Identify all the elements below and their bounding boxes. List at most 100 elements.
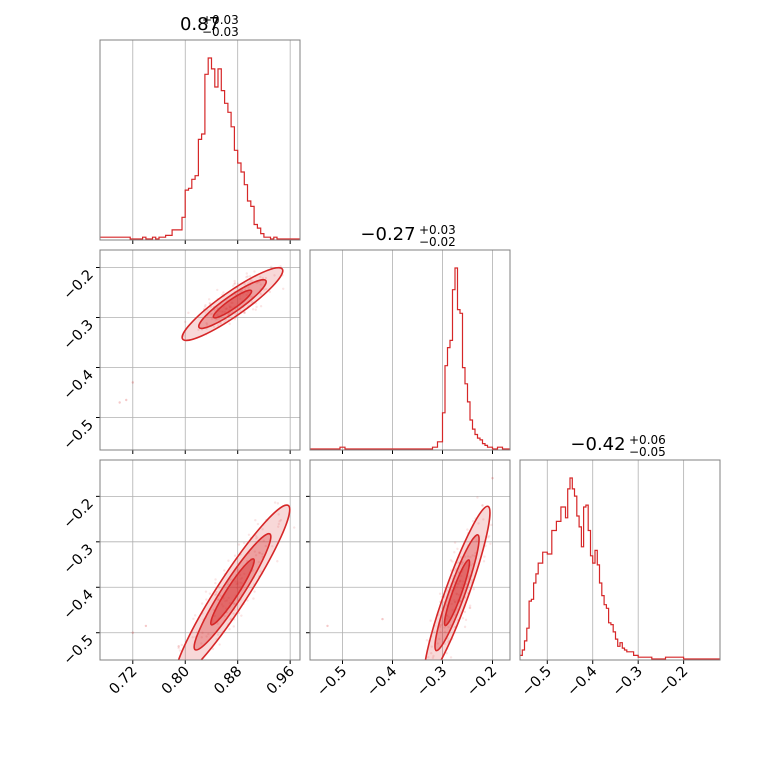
title-0-plus: +0.03 [202,13,239,27]
sample-point [233,602,236,606]
sample-point [216,598,219,601]
sample-point [264,287,268,291]
panel-frame [309,459,511,661]
sample-point [231,284,235,288]
sample-point [228,601,232,605]
x-tick-label: −0.5 [519,664,555,700]
sample-point [161,678,163,680]
sample-point [180,643,184,647]
sample-point [259,283,262,286]
contour-level [181,266,284,342]
sample-point [213,593,217,597]
sample-point [279,518,283,522]
sample-point [216,622,219,625]
sample-point [224,307,227,311]
sample-point [207,632,210,636]
panel-frame [99,39,301,241]
sample-point [228,627,231,631]
sample-point [461,580,465,583]
contour-level [423,505,491,660]
sample-point [243,288,247,291]
sample-point [248,275,252,278]
sample-point [253,270,256,273]
panel-title-0: 0.87 [180,14,220,35]
sample-point [216,317,219,321]
x-tick-label: −0.5 [314,664,350,700]
sample-point [449,656,453,659]
sample-point [229,578,232,581]
sample-point [449,559,453,562]
sample-point [201,631,204,635]
y-tick-label: −0.3 [61,317,97,353]
sample-point [232,612,235,615]
sample-point [454,569,457,572]
sample-point [226,583,230,586]
sample-point [212,325,216,329]
sample-point [276,525,280,528]
sample-point [253,590,256,593]
sample-point [425,639,429,642]
sample-point [203,305,207,308]
sample-point [209,313,213,316]
sample-point [453,541,457,544]
sample-point [482,518,485,521]
sample-point [210,317,214,320]
panels-layer: −0.5 −0.4 −0.3 −0.2−0.5−0.4−0.3−0.20.72 0.80… [61,39,721,700]
sample-point [205,598,208,601]
sample-point [475,539,478,542]
y-tick-label: −0.2 [61,496,97,532]
y-tick-label: −0.4 [61,587,97,623]
sample-point [271,544,274,548]
sample-point [268,290,272,294]
sample-point [446,614,449,617]
sample-point [215,590,218,594]
contour-level [443,559,471,627]
sample-point [223,569,226,572]
sample-point [243,311,246,314]
sample-point [258,551,262,555]
contour-level [174,504,291,660]
sample-point [228,322,231,326]
sample-point [282,287,285,290]
sample-point [250,300,254,304]
density-layer [131,501,296,692]
sample-point [259,275,262,279]
sample-point [256,536,259,539]
sample-point [185,690,187,692]
sample-point [466,528,469,531]
sample-point [255,281,258,285]
sample-point [213,614,217,618]
sample-point [227,312,231,316]
sample-point [439,625,442,629]
sample-point [445,652,448,655]
sample-point [429,619,432,622]
sample-point [483,555,486,558]
sample-point [253,550,257,553]
sample-point [447,625,450,629]
sample-point [439,630,442,634]
sample-point [237,543,241,546]
sample-point [234,308,237,311]
sample-point [461,583,464,586]
sample-point [227,559,230,562]
sample-point [223,614,226,618]
sample-point [240,576,244,580]
sample-point [227,596,230,600]
sample-point [438,592,442,595]
sample-point [459,579,462,583]
contour-level [434,533,480,652]
sample-point [471,519,475,523]
sample-point [205,635,208,638]
sample-point [439,624,442,627]
sample-point [487,536,490,539]
sample-point [456,582,459,586]
sample-point [474,551,477,555]
sample-point [191,636,194,639]
sample-point [213,309,216,312]
sample-point [222,605,225,608]
sample-point [222,291,225,294]
sample-point [259,304,263,308]
x-tick-label: 0.72 [106,664,140,698]
sample-point [467,575,470,579]
